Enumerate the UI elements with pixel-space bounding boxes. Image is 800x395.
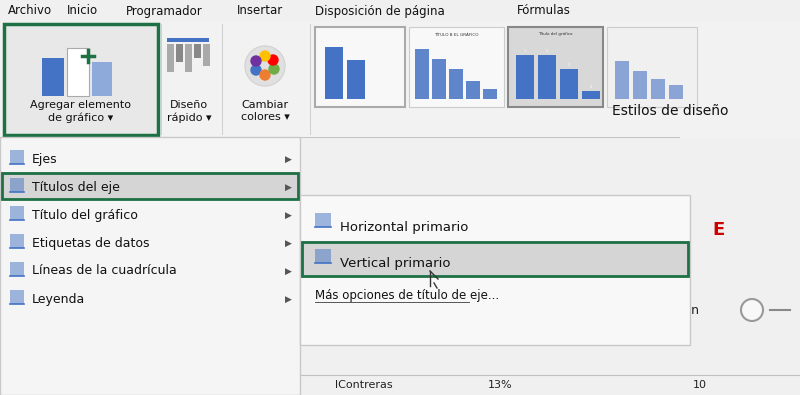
Bar — [508, 27, 603, 107]
Circle shape — [269, 64, 279, 74]
Bar — [10, 206, 24, 220]
Circle shape — [741, 299, 763, 321]
Text: 1: 1 — [524, 49, 526, 53]
Bar — [449, 69, 463, 99]
Text: ▶: ▶ — [285, 239, 291, 248]
Text: Disposición de página: Disposición de página — [315, 4, 445, 17]
Text: 13%: 13% — [488, 380, 512, 390]
Bar — [300, 195, 690, 345]
Bar — [161, 24, 162, 135]
Bar — [0, 375, 800, 395]
Bar — [10, 234, 24, 248]
Text: Diseño
rápido ▾: Diseño rápido ▾ — [166, 100, 211, 123]
Circle shape — [260, 70, 270, 80]
Text: Inicio: Inicio — [67, 4, 98, 17]
Bar — [194, 44, 201, 58]
Bar — [607, 27, 697, 107]
Bar — [0, 22, 800, 137]
Text: Más opciones de título de eje...: Más opciones de título de eje... — [315, 288, 499, 301]
Bar — [167, 38, 209, 42]
Text: Leyenda: Leyenda — [32, 293, 86, 305]
Text: Título del gráfico: Título del gráfico — [32, 209, 138, 222]
Bar — [538, 55, 556, 99]
Circle shape — [251, 56, 261, 66]
Text: 10: 10 — [693, 380, 707, 390]
Bar — [560, 69, 578, 99]
Text: Ejes: Ejes — [32, 152, 58, 166]
Bar — [315, 249, 331, 263]
Text: Insertar: Insertar — [237, 4, 283, 17]
Bar — [315, 27, 405, 107]
Text: Estilos de diseño: Estilos de diseño — [612, 104, 728, 118]
Bar — [10, 150, 24, 164]
Bar — [0, 137, 800, 138]
Bar — [1, 172, 299, 200]
Bar — [315, 213, 331, 227]
Bar — [651, 79, 665, 99]
Text: ▶: ▶ — [285, 154, 291, 164]
Text: E: E — [712, 221, 724, 239]
Text: Horizontal primario: Horizontal primario — [340, 220, 468, 233]
Bar — [0, 137, 300, 395]
Text: Títulos del eje: Títulos del eje — [32, 181, 120, 194]
Bar — [0, 0, 800, 22]
Text: ▶: ▶ — [285, 267, 291, 275]
Bar — [615, 61, 629, 99]
Text: Cambiar
colores ▾: Cambiar colores ▾ — [241, 100, 290, 122]
Text: Etiquetas de datos: Etiquetas de datos — [32, 237, 150, 250]
Bar — [0, 137, 300, 395]
Bar — [92, 62, 112, 96]
Bar — [185, 44, 192, 72]
Text: Fórmulas: Fórmulas — [517, 4, 571, 17]
Bar — [483, 89, 497, 99]
Bar — [409, 27, 504, 107]
Circle shape — [260, 51, 270, 61]
Bar — [42, 58, 64, 96]
Bar — [633, 71, 647, 99]
Bar — [302, 242, 688, 276]
Text: Archivo: Archivo — [8, 4, 53, 17]
Text: Vertical primario: Vertical primario — [340, 256, 450, 269]
Text: Título del gráfico: Título del gráfico — [538, 32, 572, 36]
Bar — [347, 60, 365, 99]
Bar — [10, 178, 24, 192]
Text: Programador: Programador — [126, 4, 202, 17]
Circle shape — [251, 65, 261, 75]
Text: TÍTULO B EL GRÁFICO: TÍTULO B EL GRÁFICO — [434, 33, 478, 37]
Text: ión: ión — [681, 303, 700, 316]
Bar — [415, 49, 429, 99]
Text: ▶: ▶ — [285, 182, 291, 192]
Bar — [310, 24, 311, 135]
Bar — [325, 47, 343, 99]
Text: Líneas de la cuadrícula: Líneas de la cuadrícula — [32, 265, 177, 278]
Bar — [167, 44, 174, 72]
Bar — [582, 91, 600, 99]
Text: 2: 2 — [546, 49, 548, 53]
Bar — [203, 44, 210, 66]
Bar — [10, 290, 24, 304]
Circle shape — [245, 46, 285, 86]
Circle shape — [268, 55, 278, 65]
Text: ▶: ▶ — [285, 295, 291, 303]
Text: 3: 3 — [568, 63, 570, 67]
Text: lContreras: lContreras — [335, 380, 393, 390]
Bar — [222, 24, 223, 135]
Bar — [466, 81, 480, 99]
Text: ▶: ▶ — [285, 211, 291, 220]
Bar — [67, 48, 89, 96]
Bar — [680, 137, 800, 395]
Bar — [669, 85, 683, 99]
Bar — [300, 195, 690, 345]
Bar — [176, 44, 183, 62]
Text: 4: 4 — [590, 85, 592, 89]
Bar — [4, 24, 158, 135]
Bar — [301, 241, 689, 277]
Bar — [516, 55, 534, 99]
Text: Agregar elemento
de gráfico ▾: Agregar elemento de gráfico ▾ — [30, 100, 131, 123]
Bar — [10, 262, 24, 276]
Bar — [2, 173, 298, 199]
Bar — [432, 59, 446, 99]
Text: 2: 2 — [213, 380, 219, 390]
